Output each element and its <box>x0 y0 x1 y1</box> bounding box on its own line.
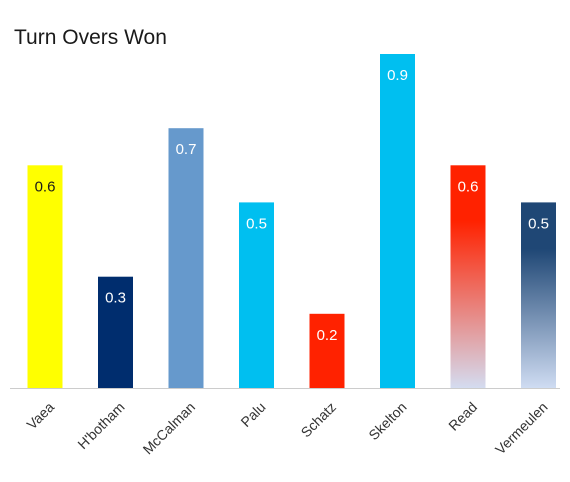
bar-vaea <box>27 165 63 388</box>
x-tick-label: Vaea <box>23 399 57 433</box>
bar-mccalman <box>168 128 204 388</box>
x-tick-labels-group: Vaea H'botham McCalman Palu Schatz Skelton Rea… <box>23 399 550 458</box>
x-tick-label: Schatz <box>298 399 340 441</box>
bar-vermeulen <box>521 202 556 388</box>
value-label: 0.2 <box>317 327 338 344</box>
x-tick-label: Skelton <box>365 399 409 443</box>
value-label: 0.3 <box>105 290 126 307</box>
bars-group <box>27 54 556 388</box>
value-labels-group: 0.6 0.3 0.7 0.5 0.2 0.9 0.6 0.5 <box>35 67 549 344</box>
bar-read <box>450 165 486 388</box>
value-label: 0.5 <box>246 215 267 232</box>
value-label: 0.9 <box>387 67 408 84</box>
bar-skelton <box>380 54 415 388</box>
x-tick-label: Read <box>445 399 480 434</box>
x-tick-label: Vermeulen <box>492 399 551 458</box>
value-label: 0.6 <box>458 178 479 195</box>
value-label: 0.5 <box>528 215 549 232</box>
x-tick-label: Palu <box>237 399 268 430</box>
bar-palu <box>239 202 274 388</box>
bar-schatz <box>309 313 345 388</box>
value-label: 0.7 <box>176 141 197 158</box>
x-tick-label: H'botham <box>74 399 127 452</box>
chart-title: Turn Overs Won <box>14 26 167 49</box>
value-label: 0.6 <box>35 178 56 195</box>
x-tick-label: McCalman <box>139 399 198 458</box>
bar-h-botham <box>98 276 133 388</box>
